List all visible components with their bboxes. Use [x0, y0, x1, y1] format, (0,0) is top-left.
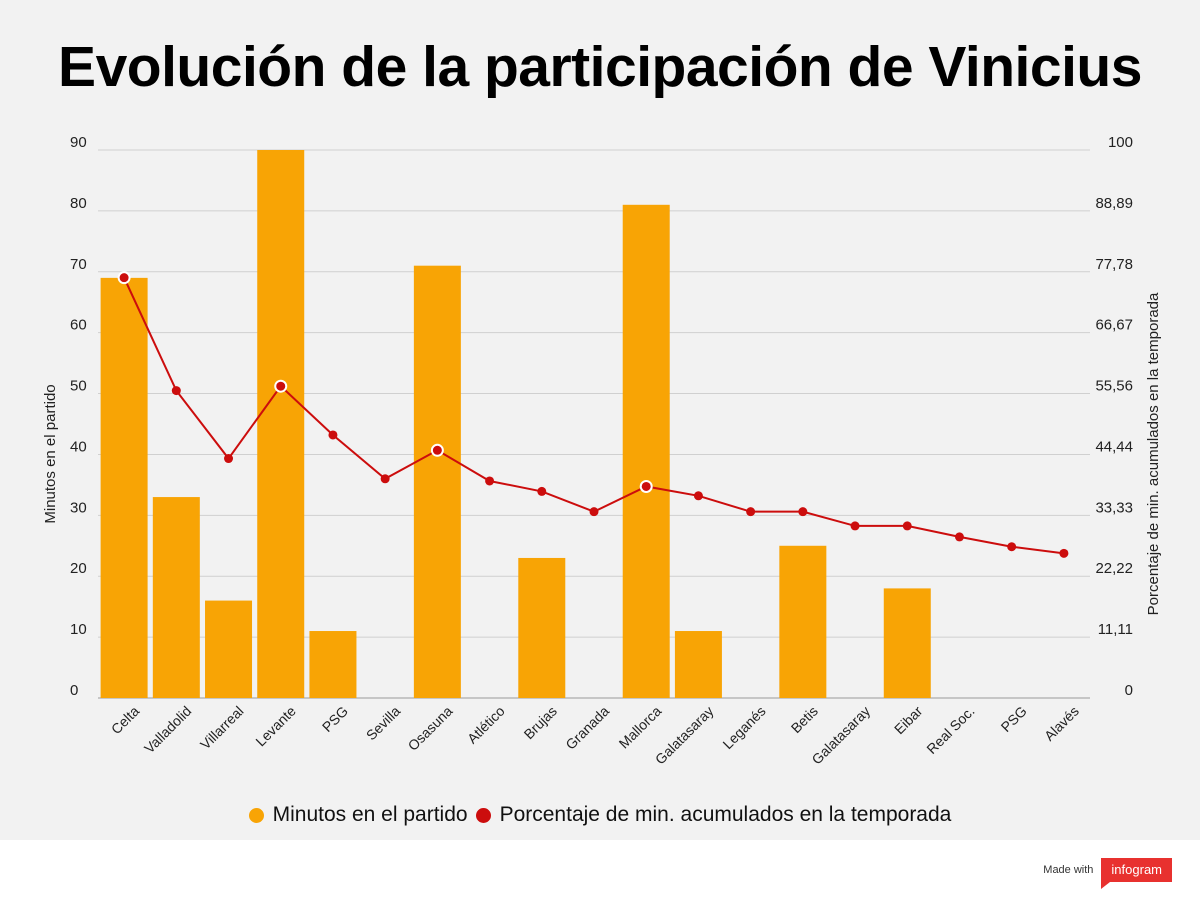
legend-dot-minutes	[248, 807, 264, 823]
percentage-point	[537, 486, 547, 496]
bar	[413, 265, 461, 698]
percentage-point	[850, 521, 860, 531]
legend-item-minutes[interactable]: Minutos en el partido	[248, 803, 468, 827]
percentage-point	[1007, 542, 1017, 552]
bar	[257, 150, 305, 698]
percentage-point	[171, 386, 181, 396]
x-category-label: Alavés	[1041, 703, 1082, 744]
x-category-label: Osasuna	[405, 703, 456, 754]
bar	[100, 277, 148, 698]
bar	[779, 545, 827, 698]
x-category-label: Granada	[562, 703, 612, 753]
percentage-line	[117, 271, 1069, 558]
y-right-tick-label: 77,78	[1095, 256, 1133, 273]
y-right-axis-title: Porcentaje de min. acumulados en la temp…	[1145, 292, 1162, 615]
y-right-tick-label: 11,11	[1098, 621, 1133, 638]
x-category-label: Mallorca	[616, 703, 665, 752]
x-category-label: Betis	[788, 703, 821, 736]
y-left-tick-label: 80	[70, 195, 87, 212]
bars	[100, 150, 931, 699]
bar	[205, 600, 253, 698]
legend-label-minutes: Minutos en el partido	[272, 803, 468, 826]
x-category-label: PSG	[319, 703, 351, 735]
y-left-tick-label: 10	[70, 621, 87, 638]
footer-credit[interactable]: Made with infogram	[1043, 858, 1172, 889]
legend: Minutos en el partido Porcentaje de min.…	[0, 803, 1200, 827]
y-right-tick-label: 33,33	[1095, 499, 1133, 516]
bar	[518, 557, 566, 698]
legend-dot-percent	[475, 807, 491, 823]
x-category-label: Villarreal	[197, 703, 247, 753]
brand-logo[interactable]: infogram	[1101, 858, 1172, 889]
x-category-label: Sevilla	[363, 703, 404, 744]
x-category-label: Valladolid	[141, 703, 195, 757]
y-right-tick-label: 100	[1108, 134, 1133, 151]
percentage-point	[117, 271, 131, 285]
y-left-tick-label: 60	[70, 317, 87, 334]
y-right-tick-label: 0	[1125, 682, 1133, 699]
y-left-tick-label: 70	[70, 256, 87, 273]
bar	[674, 631, 722, 698]
x-category-label: Brujas	[521, 703, 560, 742]
percentage-point	[589, 507, 599, 517]
y-left-tick-label: 40	[70, 438, 87, 455]
percentage-point	[639, 479, 653, 493]
y-left-axis-title: Minutos en el partido	[42, 384, 59, 523]
x-category-label: Leganés	[719, 703, 768, 752]
percentage-point	[746, 507, 756, 517]
bar	[622, 204, 670, 699]
y-right-tick-label: 88,89	[1095, 195, 1133, 212]
x-category-label: Celta	[108, 703, 143, 738]
y-right-tick-label: 22,22	[1095, 560, 1133, 577]
y-right-tick-label: 44,44	[1095, 438, 1133, 455]
bar	[152, 497, 200, 698]
y-left-tick-label: 30	[70, 499, 87, 516]
legend-item-percent[interactable]: Porcentaje de min. acumulados en la temp…	[475, 803, 952, 827]
percentage-point	[485, 476, 495, 486]
y-left-tick-label: 50	[70, 378, 87, 395]
y-left-tick-label: 90	[70, 134, 87, 151]
legend-label-percent: Porcentaje de min. acumulados en la temp…	[499, 803, 952, 826]
chart-title: Evolución de la participación de Viniciu…	[58, 35, 1142, 99]
percentage-point	[1059, 548, 1069, 558]
percentage-point	[693, 491, 703, 501]
y-right-tick-label: 55,56	[1095, 378, 1133, 395]
percentage-point	[380, 474, 390, 484]
made-with-text: Made with	[1043, 864, 1094, 876]
x-category-label: Atlético	[464, 703, 508, 747]
percentage-point	[954, 532, 964, 542]
percentage-point	[902, 521, 912, 531]
y-left-tick-label: 0	[70, 682, 78, 699]
x-category-label: Real Soc.	[923, 703, 977, 757]
bar	[883, 588, 931, 698]
percentage-point	[224, 454, 234, 464]
x-category-label: Eibar	[891, 703, 926, 738]
percentage-point	[274, 379, 288, 393]
x-category-label: PSG	[998, 703, 1030, 735]
y-left-tick-label: 20	[70, 560, 87, 577]
bar	[309, 631, 357, 698]
combo-chart: 0 0 10 11,11 20 22,22 30 33,33 40 44,44 50 55,56 60 6…	[42, 134, 1162, 767]
y-right-tick-label: 66,67	[1095, 317, 1133, 334]
chart-card: Evolución de la participación de Viniciu…	[0, 0, 1200, 840]
percentage-point	[798, 507, 808, 517]
percentage-point	[430, 443, 444, 457]
percentage-point	[328, 430, 338, 440]
x-category-label: Levante	[252, 703, 299, 750]
